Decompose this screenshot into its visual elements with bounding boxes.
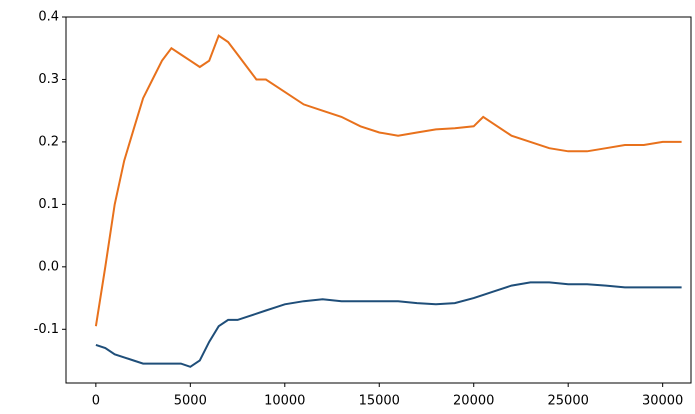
y-tick-label: 0.4 bbox=[38, 10, 59, 25]
y-tick-label: 0.2 bbox=[38, 134, 59, 149]
x-tick-label: 0 bbox=[92, 394, 100, 409]
x-tick-label: 10000 bbox=[264, 394, 305, 409]
data-line bbox=[95, 281, 682, 368]
x-tick-label: 5000 bbox=[174, 394, 207, 409]
y-tick-label: 0.0 bbox=[38, 259, 59, 274]
x-tick-label: 20000 bbox=[453, 394, 494, 409]
data-line bbox=[94, 34, 682, 327]
x-tick-label: 15000 bbox=[359, 394, 400, 409]
plot-frame bbox=[65, 16, 692, 384]
y-tick-label: -0.1 bbox=[34, 322, 59, 337]
y-tick-label: 0.3 bbox=[38, 72, 59, 87]
x-tick-label: 25000 bbox=[548, 394, 589, 409]
x-tick-label: 30000 bbox=[642, 394, 683, 409]
y-tick-label: 0.1 bbox=[38, 197, 59, 212]
